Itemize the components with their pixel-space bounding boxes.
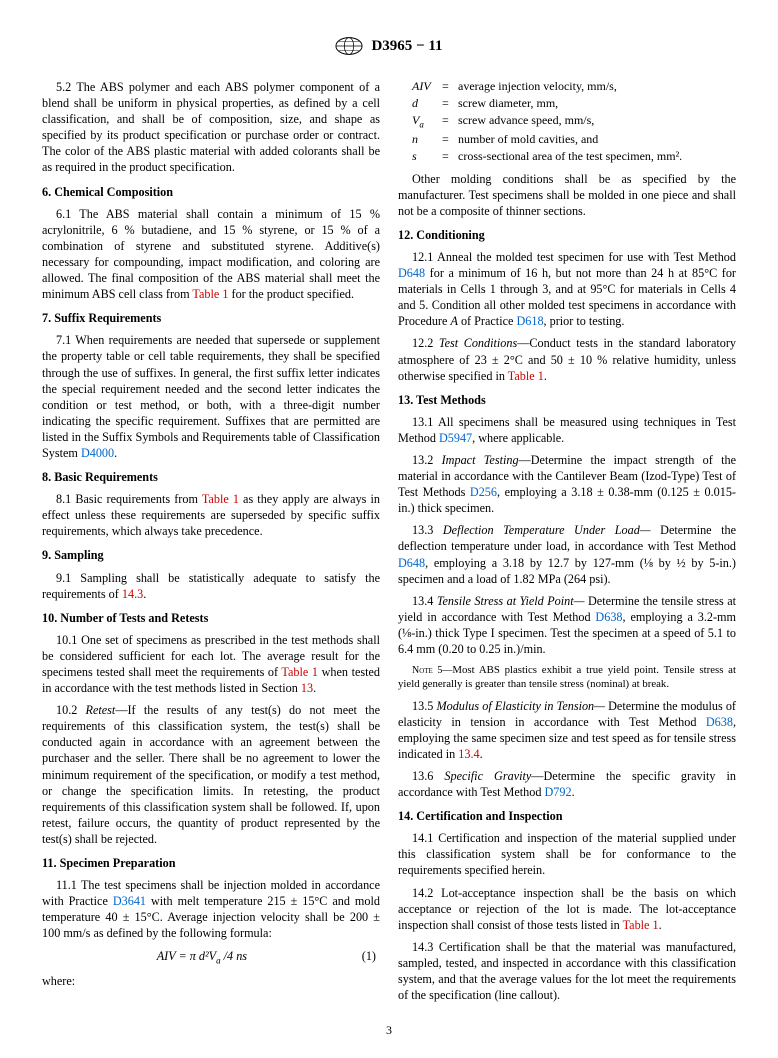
para-10-1: 10.1 One set of specimens as prescribed … [42,632,380,696]
ref-d638[interactable]: D638 [706,715,733,729]
heading-9: 9. Sampling [42,547,380,563]
where-row: AIV=average injection velocity, mm/s, [412,79,736,95]
para-12-1: 12.1 Anneal the molded test specimen for… [398,249,736,329]
formula-number: (1) [362,948,376,964]
heading-12: 12. Conditioning [398,227,736,243]
where-list: AIV=average injection velocity, mm/s, d=… [412,79,736,165]
page-number: 3 [42,1023,736,1038]
ref-table1[interactable]: Table 1 [623,918,659,932]
heading-10: 10. Number of Tests and Retests [42,610,380,626]
ref-sec13[interactable]: 13 [301,681,313,695]
where-row: s=cross-sectional area of the test speci… [412,149,736,165]
para-14-1: 14.1 Certification and inspection of the… [398,830,736,878]
where-row: d=screw diameter, mm, [412,96,736,112]
para-13-2: 13.2 Impact Testing—Determine the impact… [398,452,736,516]
para-12-2: 12.2 Test Conditions—Conduct tests in th… [398,335,736,383]
ref-table1[interactable]: Table 1 [202,492,239,506]
para-13-1: 13.1 All specimens shall be measured usi… [398,414,736,446]
ref-13-4[interactable]: 13.4 [458,747,479,761]
heading-7: 7. Suffix Requirements [42,310,380,326]
para-13-3: 13.3 Deflection Temperature Under Load— … [398,522,736,586]
body-columns: 5.2 The ABS polymer and each ABS polymer… [42,79,736,1003]
ref-d648[interactable]: D648 [398,556,425,570]
heading-11: 11. Specimen Preparation [42,855,380,871]
para-11-1: 11.1 The test specimens shall be injecti… [42,877,380,941]
ref-d618[interactable]: D618 [516,314,543,328]
ref-table1[interactable]: Table 1 [508,369,544,383]
ref-table1[interactable]: Table 1 [281,665,318,679]
para-13-5: 13.5 Modulus of Elasticity in Tension— D… [398,698,736,762]
where-label: where: [42,973,380,989]
ref-14-3[interactable]: 14.3 [122,587,143,601]
heading-13: 13. Test Methods [398,392,736,408]
ref-d5947[interactable]: D5947 [439,431,472,445]
para-5-2: 5.2 The ABS polymer and each ABS polymer… [42,79,380,176]
formula-1: AIV = π d²Va /4 ns (1) [42,948,380,967]
para-13-6: 13.6 Specific Gravity—Determine the spec… [398,768,736,800]
heading-14: 14. Certification and Inspection [398,808,736,824]
para-13-4: 13.4 Tensile Stress at Yield Point— Dete… [398,593,736,657]
heading-8: 8. Basic Requirements [42,469,380,485]
heading-6: 6. Chemical Composition [42,184,380,200]
note-5: Note 5—Most ABS plastics exhibit a true … [398,663,736,692]
ref-table1[interactable]: Table 1 [192,287,228,301]
page-header: D3965 − 11 [42,36,736,61]
designation: D3965 − 11 [335,36,442,56]
where-row: Va=screw advance speed, mm/s, [412,113,736,131]
para-6-1: 6.1 The ABS material shall contain a min… [42,206,380,303]
ref-d648[interactable]: D648 [398,266,425,280]
para-8-1: 8.1 Basic requirements from Table 1 as t… [42,491,380,539]
ref-d3641[interactable]: D3641 [113,894,146,908]
para-7-1: 7.1 When requirements are needed that su… [42,332,380,461]
para-9-1: 9.1 Sampling shall be statistically adeq… [42,570,380,602]
para-14-3: 14.3 Certification shall be that the mat… [398,939,736,1003]
where-row: n=number of mold cavities, and [412,132,736,148]
ref-d4000[interactable]: D4000 [81,446,114,460]
para-14-2: 14.2 Lot-acceptance inspection shall be … [398,885,736,933]
para-10-2: 10.2 Retest—If the results of any test(s… [42,702,380,847]
page: D3965 − 11 5.2 The ABS polymer and each … [0,0,778,1058]
astm-logo-icon [335,36,363,56]
ref-d638[interactable]: D638 [595,610,622,624]
para-11-other: Other molding conditions shall be as spe… [398,171,736,219]
ref-d792[interactable]: D792 [544,785,571,799]
designation-text: D3965 − 11 [371,38,442,55]
ref-d256[interactable]: D256 [470,485,497,499]
